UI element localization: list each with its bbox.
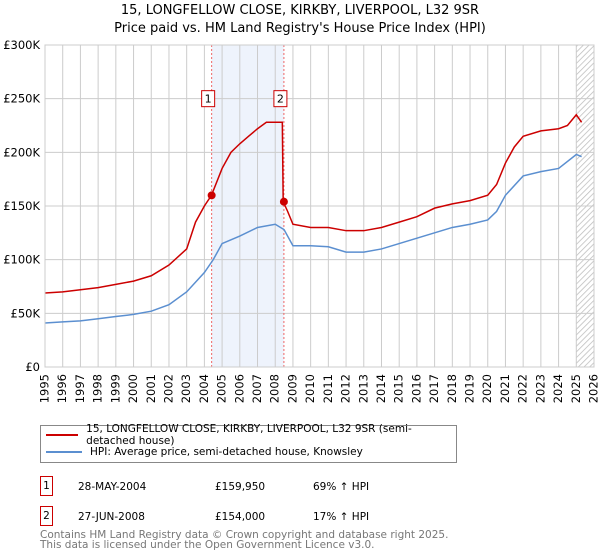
sale-label-box (273, 90, 288, 108)
price-paid-line (44, 113, 583, 294)
x-tick-label: 2002 (161, 374, 175, 403)
x-tick-label: 2017 (427, 374, 441, 403)
sale-price: £159,950 (215, 481, 266, 493)
legend-label: HPI: Average price, semi-detached house,… (90, 445, 363, 458)
legend-label: 15, LONGFELLOW CLOSE, KIRKBY, LIVERPOOL,… (86, 422, 412, 447)
x-tick-label: 1998 (91, 374, 105, 403)
hpi-line (44, 153, 582, 324)
red-line-swatch (46, 433, 79, 436)
x-tick-label: 2020 (480, 374, 494, 403)
x-tick-label: 1999 (108, 374, 122, 403)
x-tick-label: 2015 (392, 374, 406, 403)
x-tick-label: 2016 (409, 374, 423, 403)
x-tick-label: 2013 (356, 374, 370, 403)
y-tick-label: £300K (3, 38, 40, 52)
y-tick-label: £50K (11, 306, 41, 320)
x-tick-label: 2018 (445, 374, 459, 403)
x-tick-label: 2007 (250, 374, 264, 403)
x-tick-label: 2004 (197, 374, 211, 403)
subtitle-line: Price paid vs. HM Land Registry's House … (114, 21, 486, 36)
table-row: 1 28-MAY-2004 £159,950 69% ↑ HPI (40, 476, 540, 498)
legend-item-property: 15, LONGFELLOW CLOSE, KIRKBY, LIVERPOOL,… (41, 423, 456, 447)
legend: 15, LONGFELLOW CLOSE, KIRKBY, LIVERPOOL,… (40, 423, 457, 463)
x-tick-label: 1995 (38, 374, 52, 403)
x-tick-label: 2026 (587, 374, 600, 403)
x-tick-label: 2009 (285, 374, 299, 403)
y-tick-label: £200K (3, 145, 40, 159)
y-tick-label: £0 (25, 360, 40, 374)
chart: 1995 1996 1997 1998 1999 2000 2001 2002 2003 2004… (3, 38, 600, 403)
y-tick-label: £250K (3, 92, 40, 106)
blue-line-swatch (46, 450, 82, 453)
x-tick-label: 2006 (232, 374, 246, 403)
x-tick-label: 2014 (374, 374, 388, 403)
x-tick-label: 2000 (126, 374, 140, 403)
y-tick-label: £100K (3, 253, 40, 267)
x-tick-label: 2021 (498, 374, 512, 403)
x-tick-label: 2024 (551, 374, 565, 403)
x-tick-label: 2008 (268, 374, 282, 403)
x-tick-label: 2019 (463, 374, 477, 403)
x-tick-label: 2012 (339, 374, 353, 403)
sale-point (207, 191, 216, 200)
footer-line: This data is licensed under the Open Gov… (40, 539, 375, 551)
x-tick-label: 1997 (73, 374, 87, 403)
x-tick-label: 2001 (144, 374, 158, 403)
x-tick-label: 2025 (569, 374, 583, 403)
chart-title: 15, LONGFELLOW CLOSE, KIRKBY, LIVERPOOL,… (0, 2, 600, 38)
sale-hpi: 17% ↑ HPI (313, 511, 370, 523)
table-row: 2 27-JUN-2008 £154,000 17% ↑ HPI (40, 506, 540, 528)
plot-frame (44, 44, 595, 368)
x-tick-label: 2003 (179, 374, 193, 403)
footer-line: Contains HM Land Registry data © Crown c… (40, 529, 449, 541)
sale-date: 27-JUN-2008 (78, 511, 145, 523)
x-tick-label: 2011 (321, 374, 335, 403)
footer: Contains HM Land Registry data © Crown c… (40, 529, 449, 551)
legend-item-hpi: HPI: Average price, semi-detached house,… (41, 443, 456, 460)
sale-date: 28-MAY-2004 (78, 481, 147, 493)
sale-label: 1 (205, 93, 212, 106)
sale-point (279, 197, 288, 206)
x-tick-label: 2005 (215, 374, 229, 403)
sale-badge: 2 (40, 506, 53, 526)
x-tick-label: 2010 (303, 374, 317, 403)
y-tick-label: £150K (3, 199, 40, 213)
sale-badge: 1 (40, 476, 53, 496)
x-tick-label: 1996 (55, 374, 69, 403)
sale-hpi: 69% ↑ HPI (313, 481, 370, 493)
x-tick-label: 2023 (533, 374, 547, 403)
x-tick-label: 2022 (516, 374, 530, 403)
sale-label: 2 (277, 93, 284, 106)
title-line: 15, LONGFELLOW CLOSE, KIRKBY, LIVERPOOL,… (120, 3, 480, 18)
sale-label-box (201, 90, 216, 108)
sale-price: £154,000 (215, 511, 266, 523)
